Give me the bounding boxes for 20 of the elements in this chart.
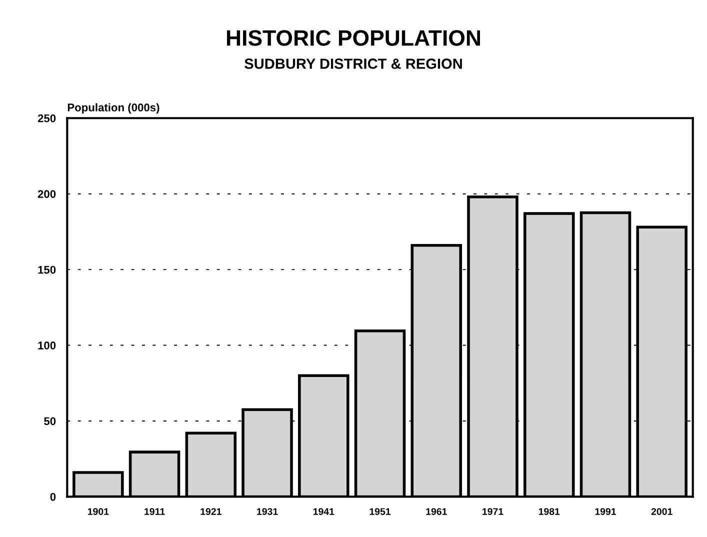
y-tick-label: 50 (44, 417, 56, 426)
x-tick-label: 1971 (482, 508, 504, 515)
x-tick-label: 1911 (144, 508, 165, 515)
x-tick-label: 1941 (313, 508, 334, 515)
x-tick-label: 1901 (88, 508, 109, 515)
x-tick-label: 1991 (595, 508, 616, 515)
x-tick-label: 1961 (426, 508, 447, 515)
y-tick-label: 0 (50, 492, 56, 501)
x-tick-label: 1981 (538, 508, 560, 515)
x-tick-label: 1921 (200, 508, 222, 515)
y-tick-label: 200 (38, 190, 56, 198)
x-tick-label: 1951 (370, 508, 391, 515)
y-tick-label: 150 (38, 266, 56, 274)
chart-subtitle: SUDBURY DISTRICT & REGION (244, 58, 462, 69)
y-tick-label: 100 (38, 342, 56, 350)
x-tick-label: 1931 (257, 508, 278, 515)
y-tick-label: 250 (38, 114, 56, 122)
y-axis-title: Population (000s) (68, 103, 160, 114)
chart-title: HISTORIC POPULATION (226, 30, 480, 46)
x-tick-label: 2001 (651, 508, 672, 515)
